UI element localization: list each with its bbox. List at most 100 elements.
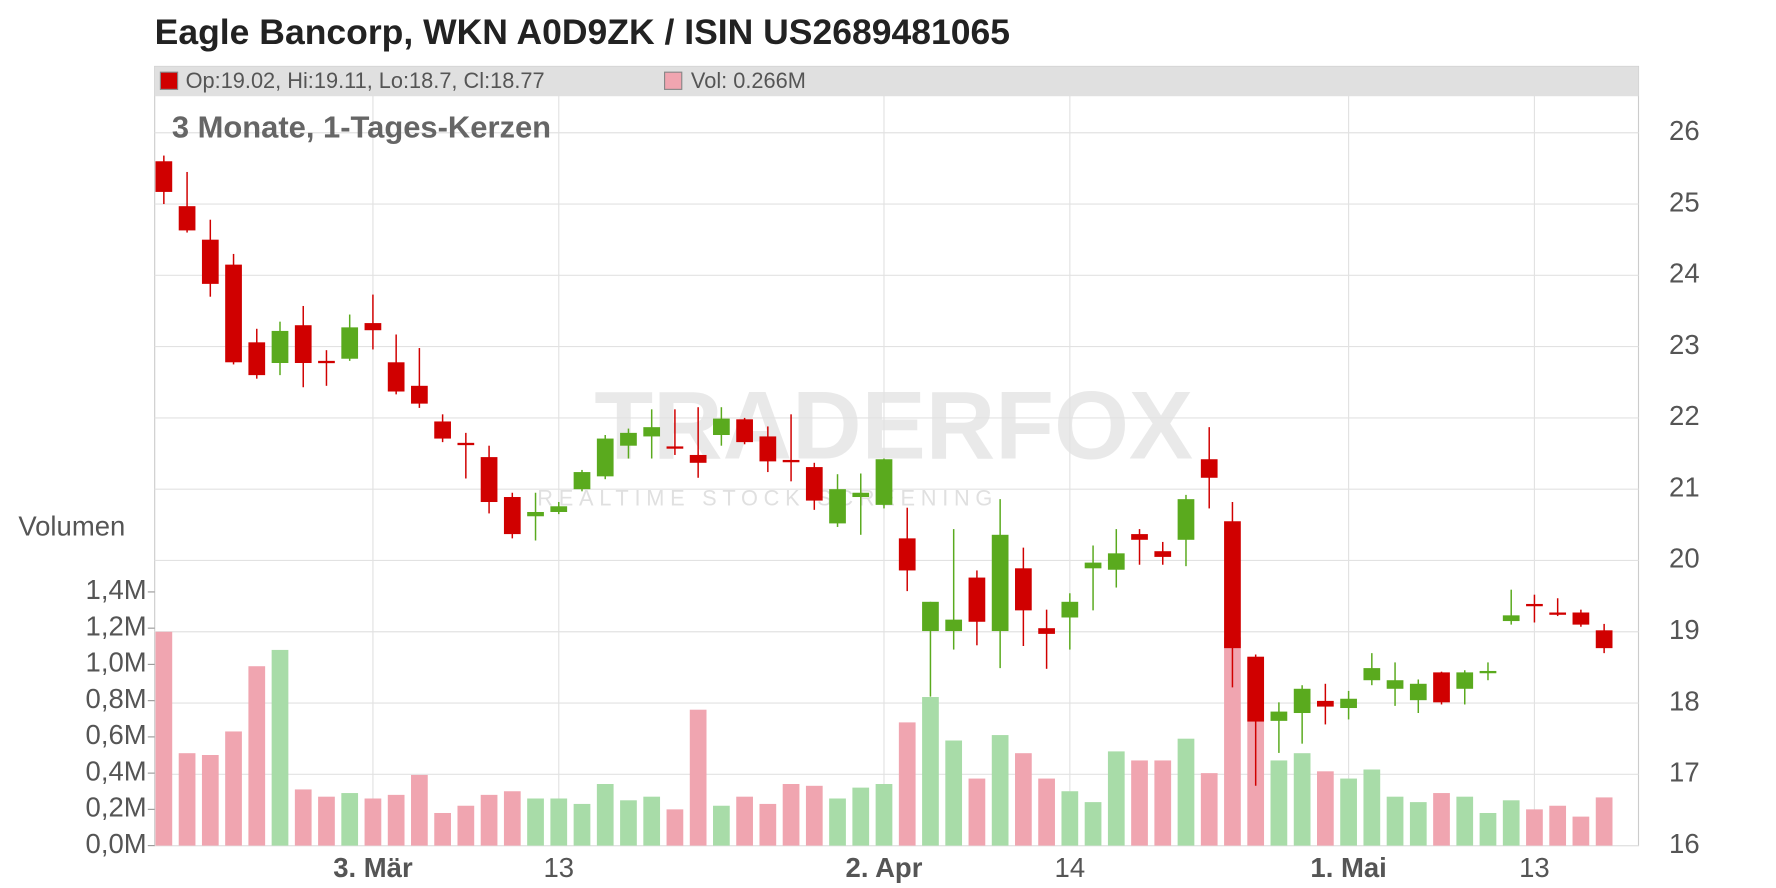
y-tick-label: 16: [1669, 828, 1700, 859]
y-tick-label: 17: [1669, 757, 1700, 788]
volume-bar: [689, 709, 707, 846]
x-tick-label: 3. Mär: [333, 852, 413, 883]
candle-body: [1340, 698, 1357, 709]
candle-body: [1572, 612, 1590, 625]
candle-body: [1433, 672, 1450, 703]
candle-body: [1502, 615, 1520, 622]
candle-body: [550, 506, 568, 512]
volume-bar: [852, 787, 870, 846]
candle-body: [1084, 562, 1102, 569]
volume-bar: [573, 803, 591, 846]
y-tick-label: 20: [1669, 543, 1700, 574]
volume-bar: [1293, 753, 1311, 846]
volume-bar: [1386, 796, 1404, 846]
candle-body: [1526, 603, 1543, 607]
candle-body: [248, 342, 266, 376]
volume-bar: [503, 791, 521, 846]
x-tick-label: 13: [1519, 852, 1550, 883]
volume-bar: [1107, 751, 1125, 846]
volume-bar: [1154, 760, 1172, 846]
candle-body: [713, 418, 730, 436]
candle-body: [1107, 553, 1125, 570]
candle-body: [805, 467, 823, 501]
y-tick-label: 21: [1669, 471, 1700, 502]
candle-body: [457, 442, 475, 446]
candle-body: [1456, 672, 1474, 689]
x-tick-label: 13: [543, 852, 574, 883]
volume-bar: [225, 731, 242, 846]
x-tick-label: 2. Apr: [846, 852, 923, 883]
candle-body: [1200, 459, 1218, 478]
volume-bar: [968, 778, 986, 846]
volume-bar: [271, 649, 289, 846]
candle-body: [1224, 521, 1241, 649]
volume-bar: [1456, 796, 1474, 846]
candle-body: [341, 327, 359, 359]
volume-bar: [387, 794, 405, 846]
legend-swatch: [159, 71, 179, 90]
volume-bar: [1084, 802, 1102, 846]
candle-body: [155, 161, 173, 192]
candle-body: [1015, 568, 1032, 611]
y-tick-label: 18: [1669, 685, 1700, 716]
legend-band: [154, 66, 1639, 97]
candle-body: [759, 436, 777, 462]
volume-bar: [991, 735, 1009, 846]
watermark-sub: REALTIME STOCK SCREENING: [537, 485, 998, 510]
volume-bar: [457, 805, 475, 846]
volume-bar: [1595, 797, 1613, 846]
volume-bar: [1502, 800, 1520, 846]
volume-bar: [155, 631, 173, 846]
legend-ohlc: Op:19.02, Hi:19.11, Lo:18.7, Cl:18.77: [186, 68, 545, 93]
candle-body: [1061, 601, 1079, 618]
volume-bar: [1549, 805, 1567, 846]
volume-bar: [1526, 809, 1543, 846]
volume-bar: [1131, 760, 1148, 846]
volume-bar: [550, 798, 568, 846]
volume-bar: [318, 796, 335, 846]
legend-swatch: [663, 71, 683, 90]
volume-bar: [782, 783, 800, 846]
volume-bar: [294, 789, 312, 846]
candle-body: [1549, 612, 1567, 615]
volume-tick-label: 0,0M: [86, 828, 147, 859]
volume-bar: [1224, 637, 1241, 846]
watermark: TRADERFOX: [594, 373, 1193, 480]
y-tick-label: 23: [1669, 329, 1700, 360]
candle-body: [945, 619, 963, 632]
volume-bar: [922, 697, 939, 846]
candle-body: [1154, 551, 1172, 557]
x-tick-label: 1. Mai: [1310, 852, 1386, 883]
candle-body: [364, 323, 382, 331]
volume-bar: [1200, 773, 1218, 846]
volume-bar: [1038, 778, 1055, 846]
volume-tick-label: 1,2M: [86, 610, 147, 641]
x-tick-label: 14: [1055, 852, 1086, 883]
volume-bar: [201, 755, 219, 846]
candle-body: [1293, 688, 1311, 714]
volume-bar: [1363, 769, 1381, 846]
subtitle: 3 Monate, 1-Tages-Kerzen: [172, 110, 551, 145]
volume-tick-label: 1,0M: [86, 647, 147, 678]
volume-bar: [248, 666, 266, 846]
volume-bar: [736, 796, 753, 846]
candle-body: [829, 489, 846, 524]
volume-tick-label: 0,6M: [86, 719, 147, 750]
candle-body: [1317, 700, 1334, 707]
candle-body: [480, 457, 498, 503]
candle-body: [527, 511, 544, 517]
volume-bar: [1433, 793, 1450, 846]
candle-body: [1038, 628, 1055, 634]
volume-bars: [155, 631, 1613, 846]
candle-body: [643, 427, 661, 437]
volume-bar: [1177, 738, 1195, 846]
y-tick-label: 26: [1669, 115, 1700, 146]
volume-tick-label: 0,8M: [86, 683, 147, 714]
volume-bar: [596, 783, 614, 846]
axes: 16 17 18 19 20 21 22 23 24 25 26 0,0M 0,2M 0,4M 0,6M 0,…: [86, 115, 1700, 883]
volume-bar: [178, 753, 196, 846]
candle-body: [736, 419, 753, 443]
candle-body: [178, 206, 196, 231]
candle-body: [1479, 670, 1497, 674]
volume-bar: [1015, 753, 1032, 846]
